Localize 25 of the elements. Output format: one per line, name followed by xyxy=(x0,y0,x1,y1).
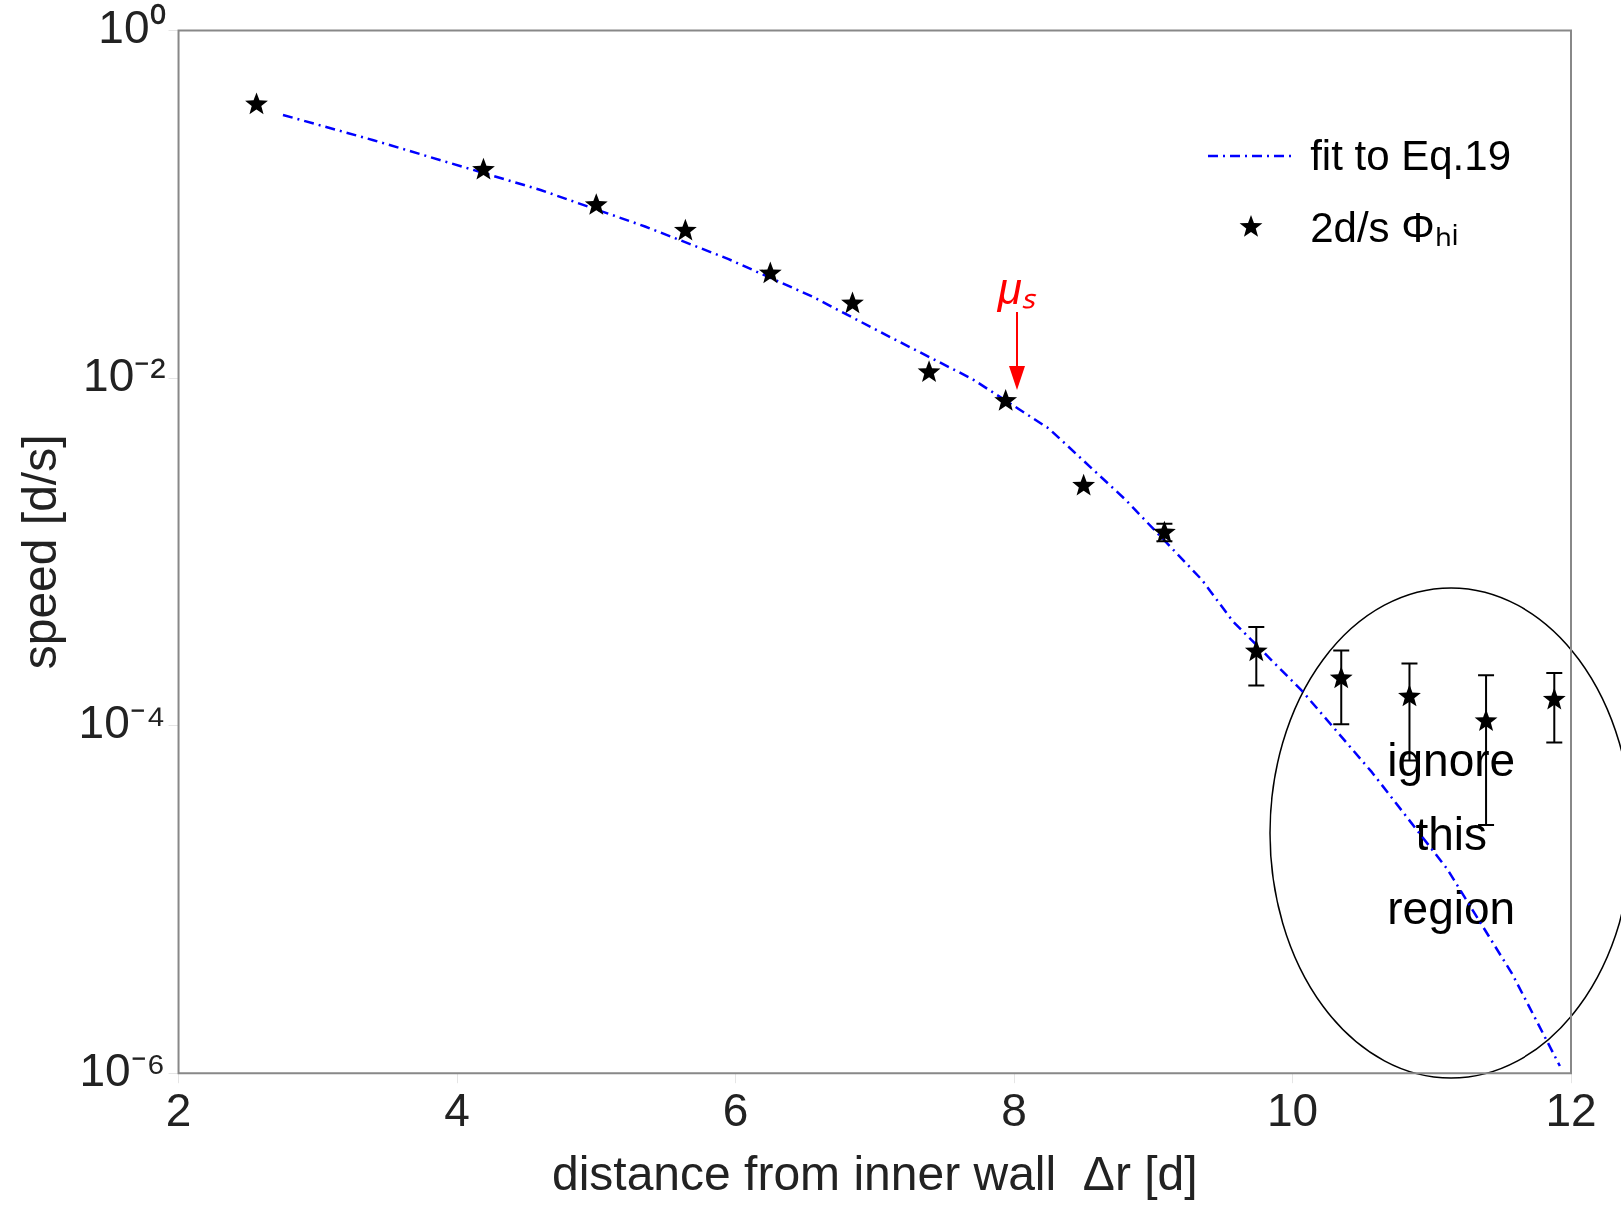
point xyxy=(917,360,941,383)
point xyxy=(472,157,495,180)
x-tick-label: 12 xyxy=(1545,1084,1597,1137)
annotation: μₛ xyxy=(996,263,1037,313)
x-axis-title: distance from inner wall Δr [d] xyxy=(551,1147,1198,1201)
line-series xyxy=(281,113,1562,1068)
point xyxy=(994,389,1018,411)
x-tick-label: 6 xyxy=(722,1084,749,1137)
y-axis-title: speed [d/s] xyxy=(13,434,67,670)
x-tick-label: 10 xyxy=(1266,1084,1319,1137)
y-tick-label: 10⁻² xyxy=(83,348,166,401)
legend-label: 2d/s Φₕᵢ xyxy=(1310,203,1459,254)
point xyxy=(245,92,268,115)
point xyxy=(1072,473,1096,496)
point xyxy=(841,291,864,314)
point xyxy=(758,261,782,284)
y-tick-label: 10⁻⁴ xyxy=(78,696,166,749)
x-tick-label: 2 xyxy=(165,1084,192,1137)
x-tick-label: 8 xyxy=(1001,1084,1027,1137)
y-tick-label: 10⁻⁶ xyxy=(79,1043,166,1096)
point xyxy=(584,193,608,215)
y-tick-label: 10⁰ xyxy=(98,1,166,54)
x-tick-label: 4 xyxy=(444,1084,470,1137)
legend-label: fit to Eq.19 xyxy=(1310,131,1511,180)
point xyxy=(673,218,697,241)
